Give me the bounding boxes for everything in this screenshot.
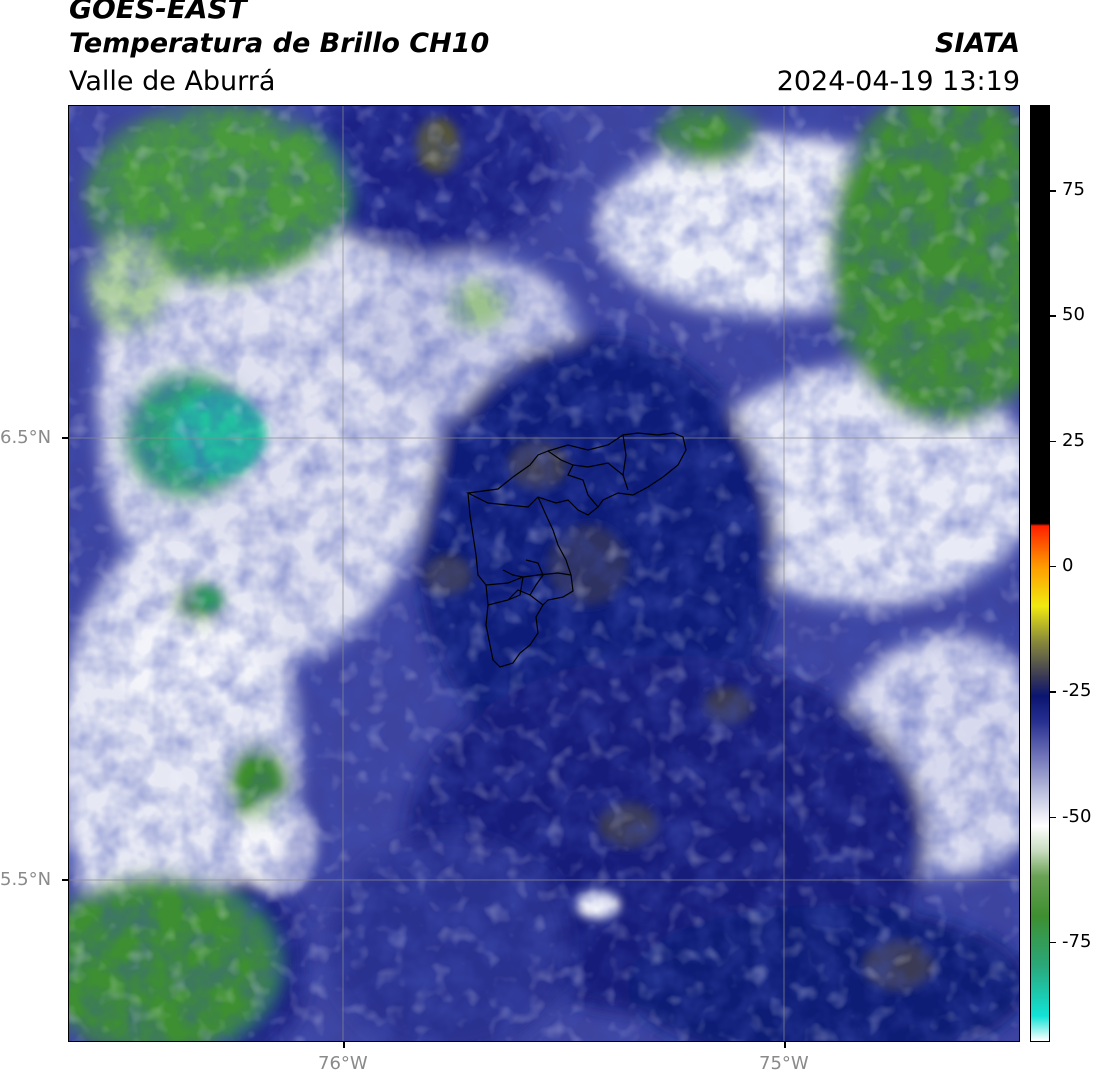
satellite-title: GOES-EAST bbox=[69, 0, 247, 25]
boundary-north bbox=[465, 450, 599, 516]
product-title: Temperatura de Brillo CH10 bbox=[69, 28, 490, 59]
colorbar-tick-label: 25 bbox=[1062, 429, 1085, 451]
colorbar-tick-label: -75 bbox=[1062, 930, 1092, 952]
boundary-south-3 bbox=[502, 569, 524, 601]
tick-lon-75 bbox=[784, 1042, 786, 1048]
colorbar-tick-label: 50 bbox=[1062, 304, 1085, 326]
region-label: Valle de Aburrá bbox=[69, 66, 276, 97]
colorbar-tick-label: -50 bbox=[1062, 805, 1092, 827]
municipal-boundaries bbox=[465, 432, 687, 668]
boundary-inner-2 bbox=[622, 434, 627, 476]
boundary-west bbox=[467, 492, 574, 668]
lat-label-6-5: 6.5°N bbox=[0, 427, 52, 448]
colorbar-tick bbox=[1050, 941, 1056, 944]
boundary-south-1 bbox=[485, 572, 572, 586]
organization-label: SIATA bbox=[934, 28, 1020, 59]
graticule bbox=[68, 105, 1020, 1042]
texture-light bbox=[68, 105, 1020, 1042]
lon-label-76: 76°W bbox=[318, 1053, 368, 1074]
boundary-inner-1 bbox=[572, 462, 629, 491]
tick-lat-6-5 bbox=[62, 437, 68, 439]
colorbar bbox=[1030, 105, 1050, 1042]
timestamp-label: 2024-04-19 13:19 bbox=[776, 66, 1020, 97]
tick-lat-5-5 bbox=[62, 879, 68, 881]
colorbar-tick-label: 0 bbox=[1062, 554, 1074, 576]
boundary-south-4 bbox=[525, 559, 544, 596]
colorbar-tick-label: -25 bbox=[1062, 680, 1092, 702]
tick-lon-76 bbox=[343, 1042, 345, 1048]
colorbar-tick bbox=[1050, 440, 1056, 443]
colorbar-tick-label: 75 bbox=[1062, 179, 1085, 201]
boundary-south-2 bbox=[487, 589, 544, 606]
boundary-northeast bbox=[547, 432, 687, 508]
colorbar-tick bbox=[1050, 315, 1056, 317]
colorbar-tick bbox=[1050, 816, 1056, 819]
lat-label-5-5: 5.5°N bbox=[0, 869, 52, 890]
map-panel bbox=[68, 105, 1020, 1042]
lon-label-75: 75°W bbox=[759, 1053, 809, 1074]
colorbar-tick bbox=[1050, 190, 1056, 192]
map-image bbox=[68, 105, 1020, 1042]
colorbar-tick bbox=[1050, 565, 1056, 568]
colorbar-tick bbox=[1050, 691, 1056, 693]
